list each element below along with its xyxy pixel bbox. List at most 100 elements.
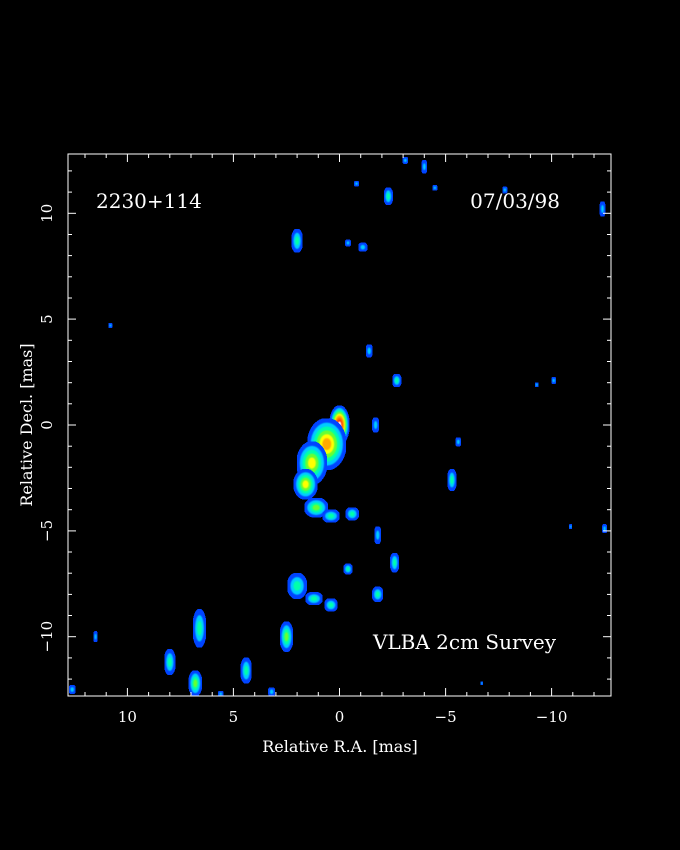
emission-component: [291, 229, 303, 253]
y-axis-label: Relative Decl. [mas]: [17, 343, 36, 506]
contour-level: [284, 632, 289, 642]
emission-component: [354, 181, 359, 187]
contour-level: [219, 692, 223, 696]
survey-label: VLBA 2cm Survey: [372, 630, 557, 654]
emission-component: [447, 469, 457, 491]
emission-map: [69, 157, 607, 696]
emission-component: [432, 185, 438, 191]
emission-component: [164, 649, 176, 675]
emission-component: [358, 242, 368, 252]
contour-level: [392, 558, 397, 567]
source-name-label: 2230+114: [96, 189, 202, 213]
contour-level: [346, 566, 350, 572]
emission-component: [372, 586, 384, 602]
y-tick-label: −5: [38, 520, 56, 542]
contour-level: [167, 657, 172, 668]
contour-level: [403, 158, 407, 163]
epoch-label: 07/03/98: [470, 189, 560, 213]
contour-level: [293, 580, 301, 591]
y-tick-label: −10: [38, 621, 56, 653]
emission-component: [402, 157, 408, 164]
emission-component: [372, 417, 379, 433]
emission-component: [69, 685, 76, 694]
emission-component: [93, 631, 98, 642]
emission-component: [324, 598, 338, 612]
emission-component: [421, 160, 427, 174]
contour-level: [328, 602, 334, 608]
contour-level: [373, 421, 378, 429]
emission-component: [293, 469, 318, 500]
emission-component: [322, 509, 340, 523]
x-tick-labels: 10 5 0 −5 −10: [118, 708, 568, 726]
contour-level: [109, 324, 112, 327]
contour-level: [307, 457, 316, 469]
emission-component: [569, 524, 572, 529]
contour-level: [312, 504, 320, 511]
emission-component: [345, 507, 359, 521]
contour-level: [327, 513, 335, 519]
contour-level: [601, 205, 604, 213]
axis-ticks: [68, 154, 611, 696]
emission-component: [455, 437, 461, 447]
contour-level: [360, 244, 366, 250]
contour-level: [481, 682, 483, 685]
emission-component: [268, 687, 275, 696]
emission-component: [366, 344, 373, 358]
x-tick-label: −5: [435, 708, 457, 726]
contour-level: [535, 383, 538, 386]
contour-level: [193, 679, 198, 688]
contour-level: [450, 475, 454, 485]
emission-component: [305, 592, 323, 605]
contour-level: [603, 526, 606, 531]
emission-component: [374, 526, 381, 544]
emission-component: [304, 498, 328, 518]
emission-component: [188, 670, 202, 696]
x-axis-label: Relative R.A. [mas]: [262, 737, 418, 756]
contour-level: [375, 530, 380, 540]
contour-level: [456, 439, 460, 445]
emission-component: [240, 657, 252, 684]
emission-component: [602, 524, 607, 533]
emission-component: [390, 553, 399, 573]
emission-component: [384, 187, 393, 205]
emission-component: [599, 201, 606, 217]
x-tick-label: 10: [118, 708, 137, 726]
contour-level: [349, 511, 355, 517]
emission-component: [218, 691, 224, 696]
emission-component: [280, 621, 293, 652]
contour-level: [422, 163, 426, 171]
x-tick-label: 0: [335, 708, 345, 726]
contour-level: [322, 438, 332, 451]
emission-component: [480, 681, 483, 685]
plot-area: [67, 153, 612, 697]
contour-level: [375, 591, 380, 598]
emission-component: [287, 573, 307, 599]
contour-level: [367, 347, 371, 355]
contour-level: [433, 186, 437, 190]
contour-level: [503, 188, 507, 192]
emission-component: [307, 418, 346, 470]
contour-level: [302, 480, 309, 489]
contour-level: [295, 236, 300, 246]
emission-component: [392, 374, 402, 387]
contour-level: [244, 665, 249, 676]
y-tick-label: 5: [38, 314, 56, 324]
emission-component: [345, 239, 351, 247]
emission-component: [193, 609, 206, 648]
emission-component: [108, 323, 113, 328]
emission-component: [535, 382, 539, 387]
emission-component: [502, 186, 508, 194]
contour-level: [346, 241, 350, 245]
contour-level: [570, 525, 572, 528]
emission-component: [551, 377, 556, 384]
y-tick-labels: 10 5 0 −5 −10: [38, 204, 56, 653]
contour-level: [355, 182, 358, 185]
contour-level: [552, 378, 555, 383]
emission-component: [343, 563, 353, 575]
y-tick-label: 10: [38, 204, 56, 223]
contour-level: [386, 193, 390, 200]
y-tick-label: 0: [38, 420, 56, 430]
contour-level: [310, 596, 318, 602]
contour-level: [197, 620, 202, 636]
